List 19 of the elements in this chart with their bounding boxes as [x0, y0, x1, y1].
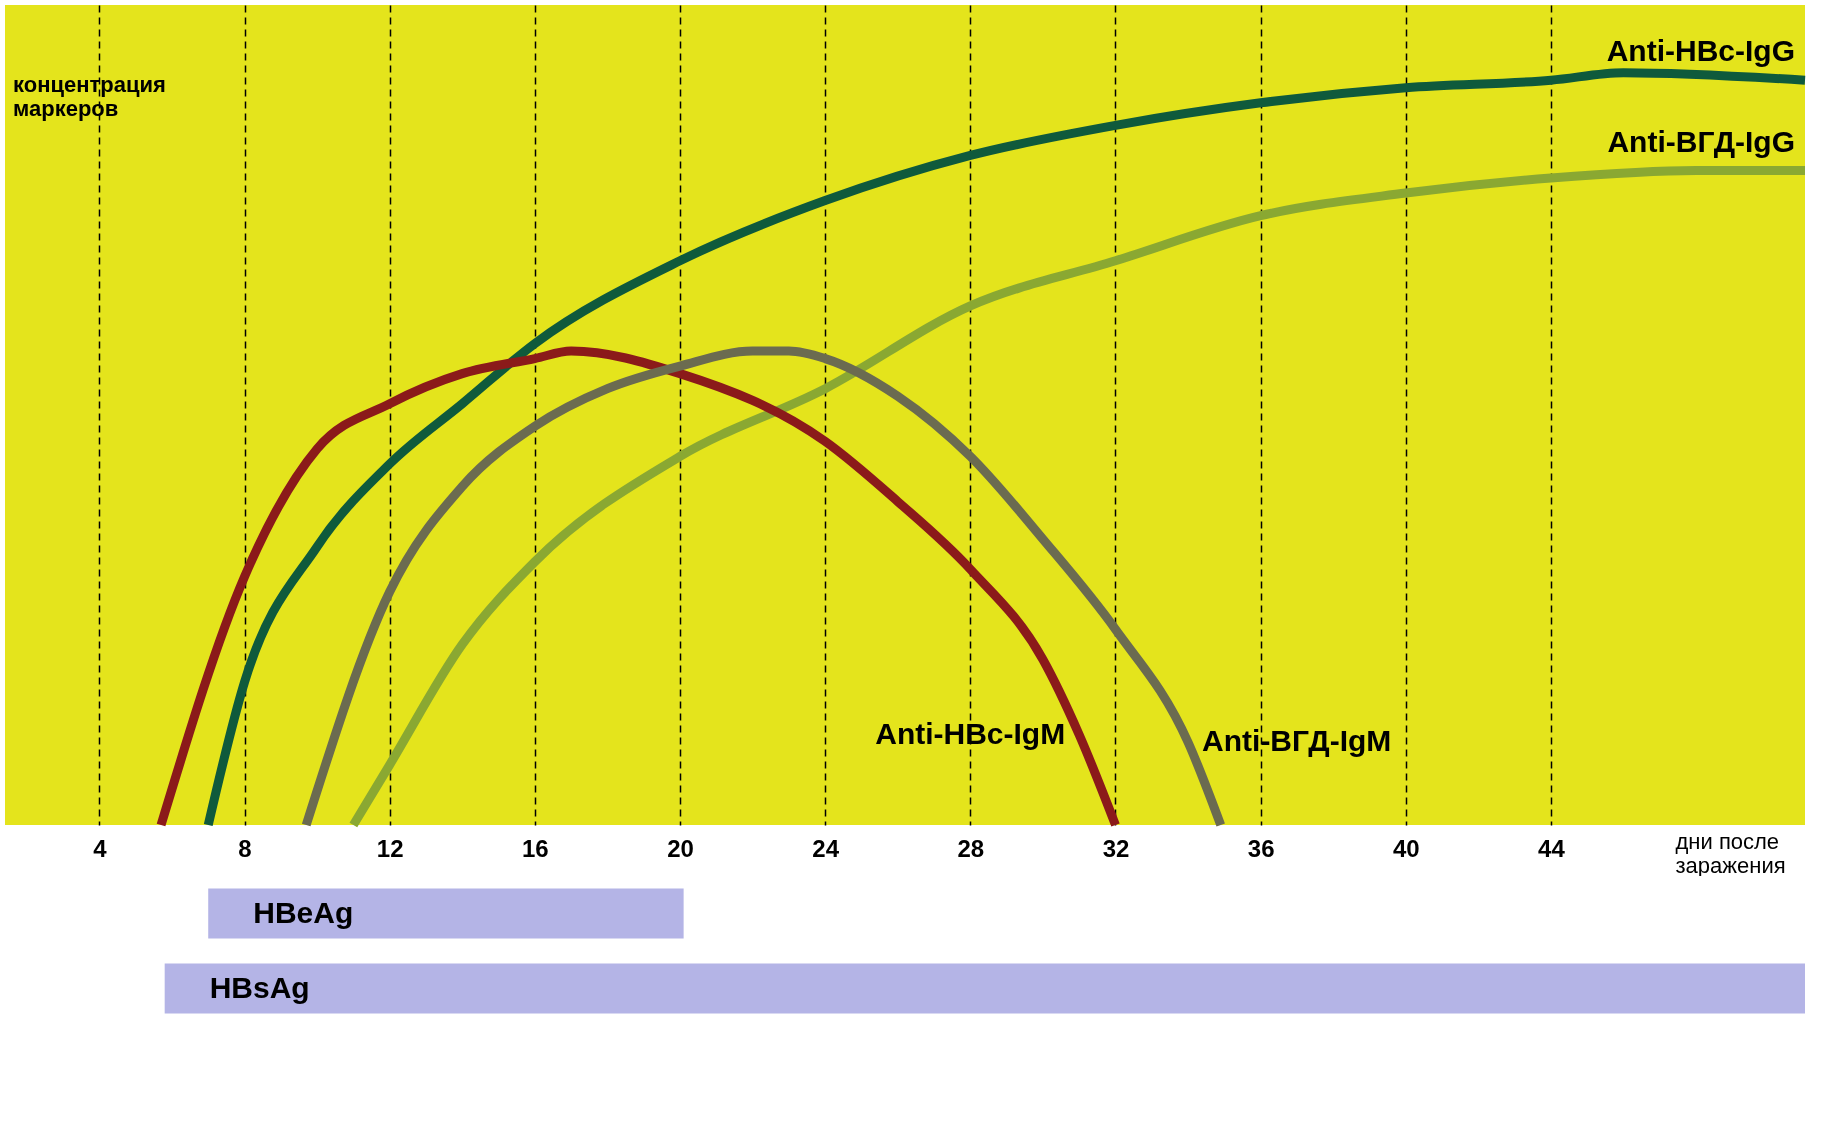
- y-tick-label: HBeAg: [253, 895, 354, 929]
- x-tick-label: 32: [1102, 834, 1130, 862]
- x-tick-label: 20: [667, 834, 694, 862]
- x-tick-label: 28: [957, 834, 985, 862]
- x-axis-title: дни после заражения: [1675, 828, 1786, 878]
- y-tick-label: HBsAg: [209, 970, 310, 1004]
- series-label: Anti-ВГД-IgG: [1607, 124, 1795, 158]
- series-label: Anti-HBc-IgG: [1606, 34, 1795, 68]
- series-label: Anti-HBc-IgM: [875, 716, 1066, 750]
- series-label: Anti-ВГД-IgM: [1202, 724, 1392, 758]
- x-tick-label: 8: [238, 834, 252, 862]
- x-tick-label: 16: [521, 834, 549, 862]
- x-tick-label: 4: [93, 834, 108, 862]
- y-axis-title: концентрация маркеров: [13, 72, 166, 121]
- x-tick-label: 36: [1247, 834, 1275, 862]
- x-tick-label: 44: [1538, 834, 1566, 862]
- x-tick-label: 40: [1392, 834, 1420, 862]
- x-tick-label: 24: [812, 834, 840, 862]
- x-tick-label: 12: [376, 834, 404, 862]
